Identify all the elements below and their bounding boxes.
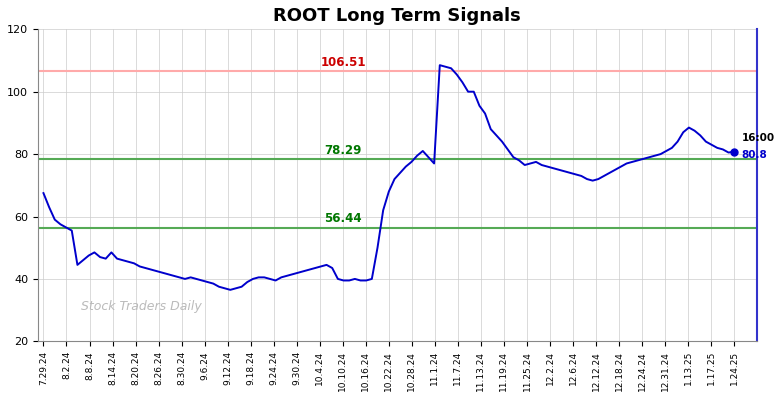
Text: 56.44: 56.44	[325, 212, 362, 225]
Text: Stock Traders Daily: Stock Traders Daily	[81, 300, 201, 313]
Text: 16:00: 16:00	[742, 133, 775, 142]
Text: 106.51: 106.51	[321, 56, 366, 69]
Text: 78.29: 78.29	[325, 144, 361, 157]
Text: 80.8: 80.8	[742, 150, 768, 160]
Title: ROOT Long Term Signals: ROOT Long Term Signals	[274, 7, 521, 25]
